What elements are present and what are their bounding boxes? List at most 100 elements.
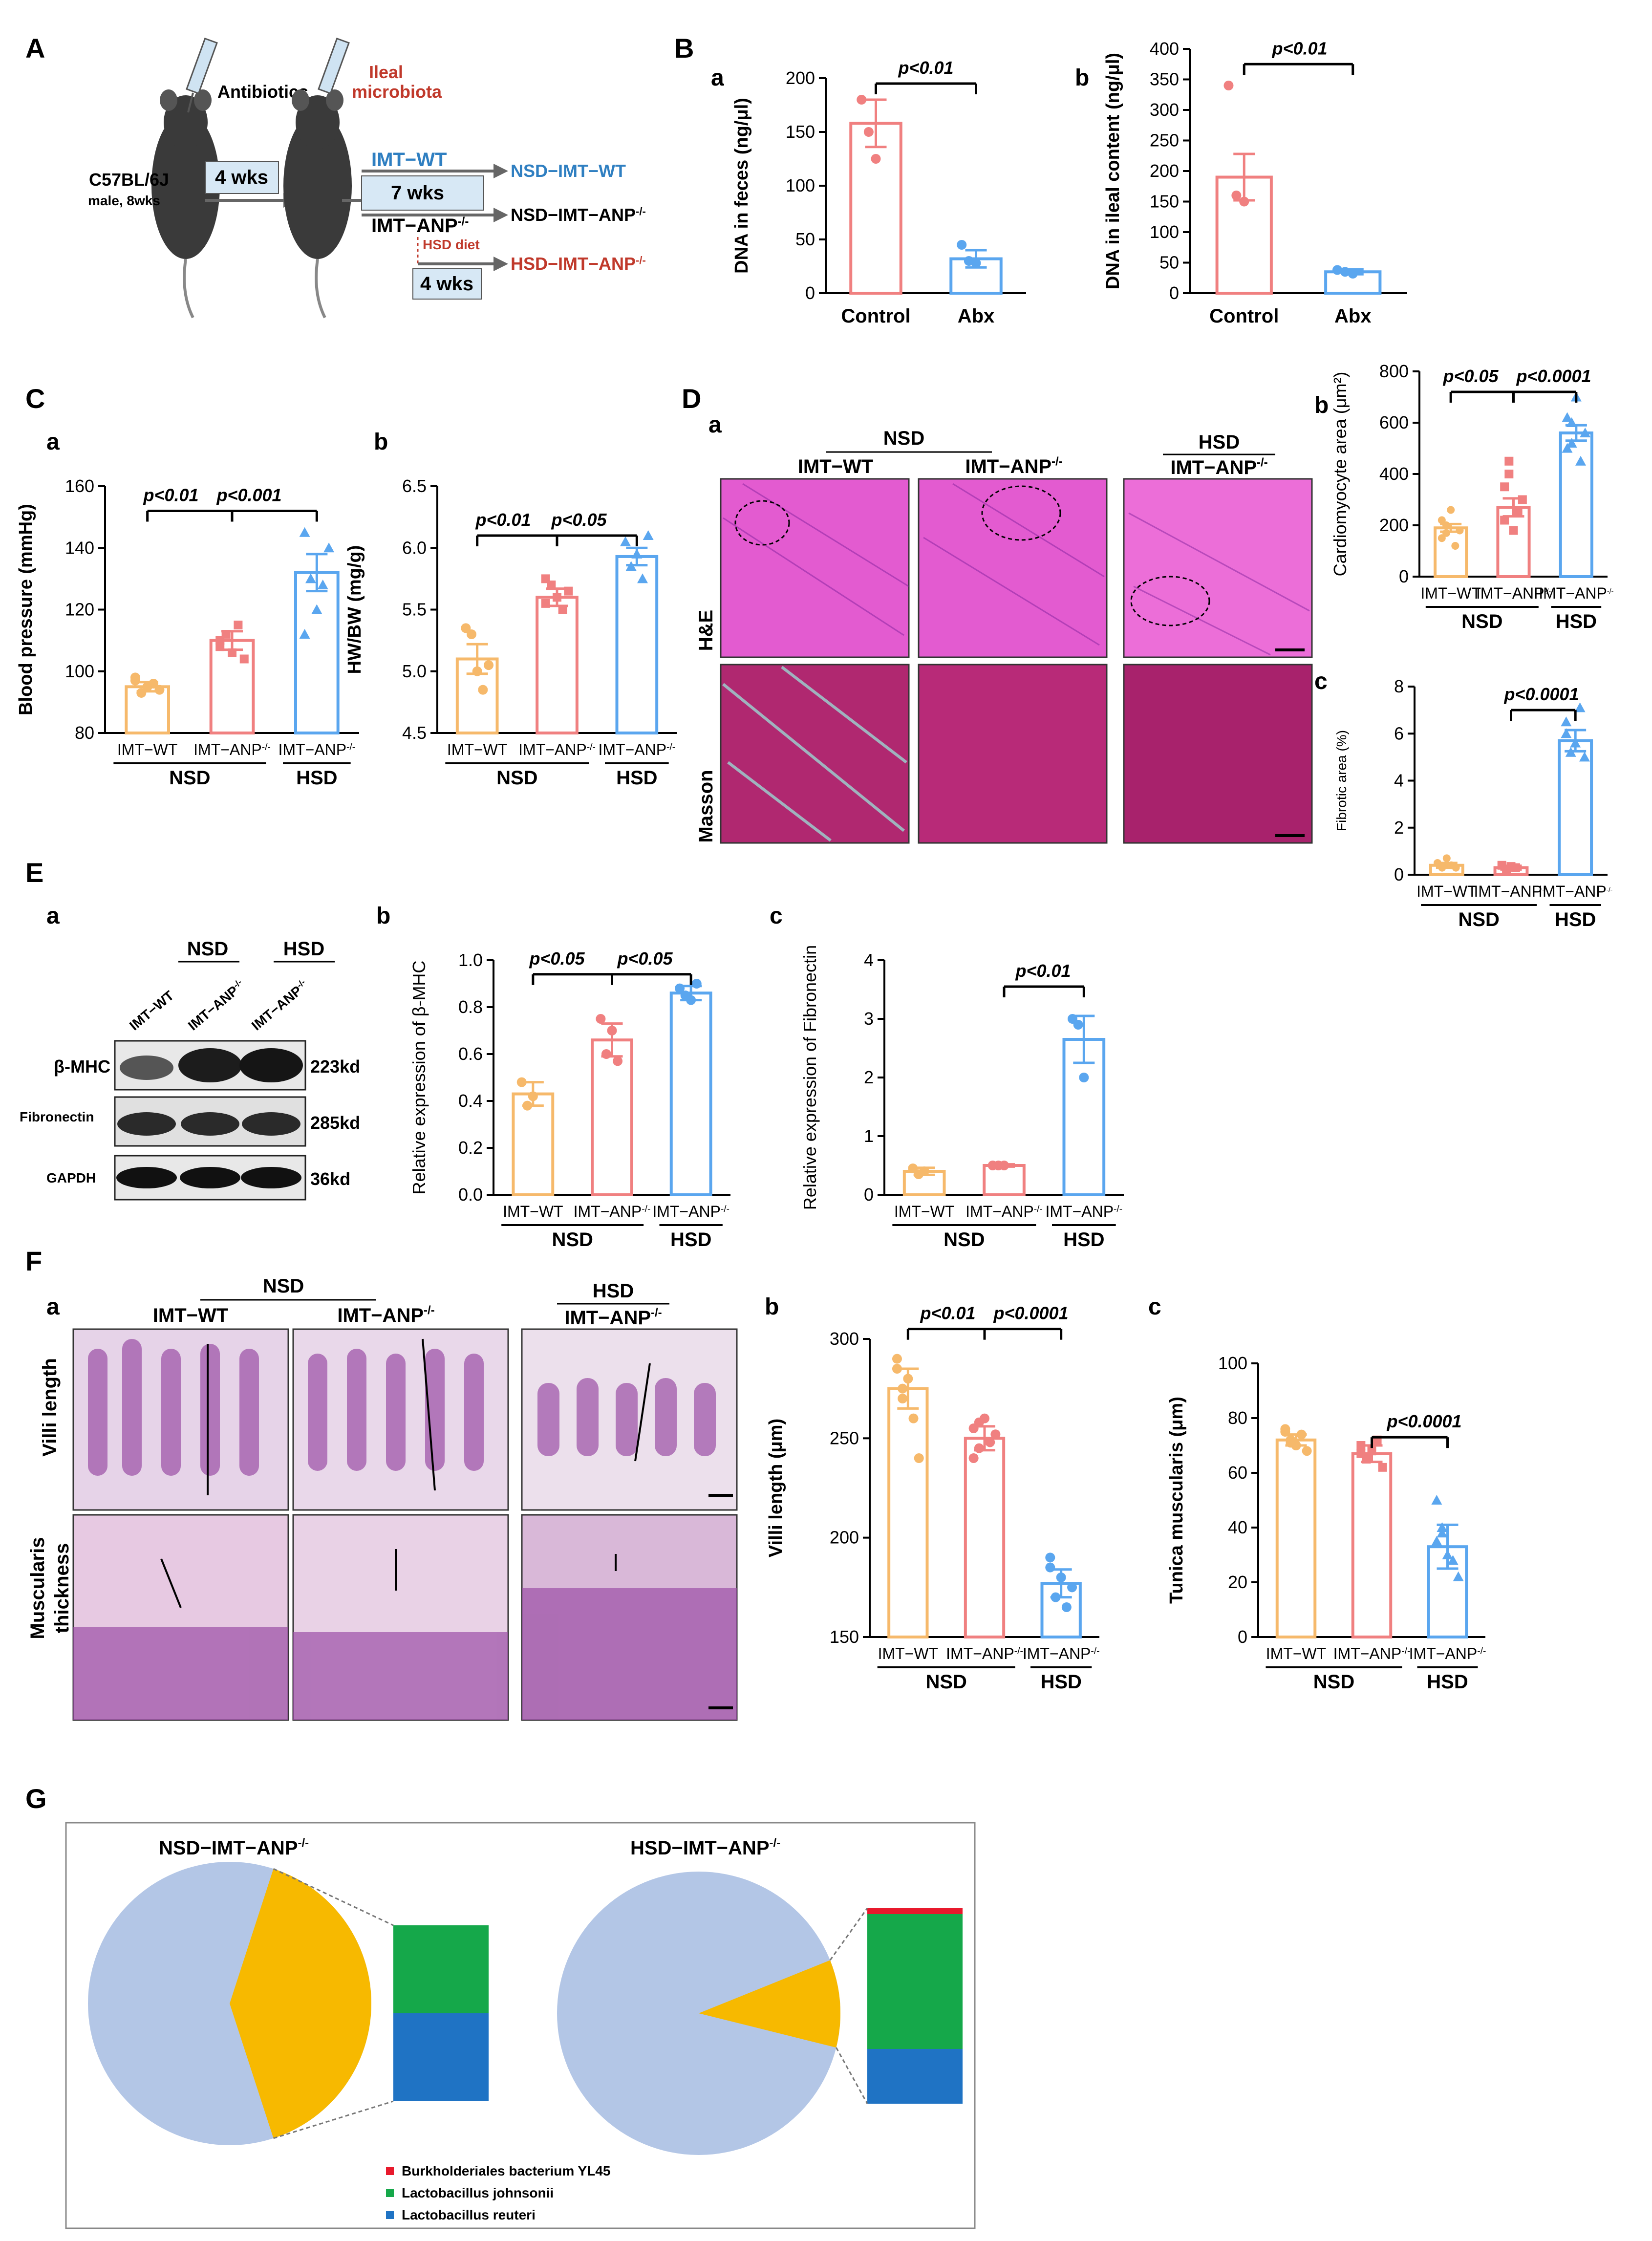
data-point [1348, 269, 1358, 279]
y-tick-label: 0.6 [458, 1044, 483, 1064]
data-point [1442, 529, 1450, 537]
y-tick-label: 150 [786, 122, 815, 142]
masson-image-anp [918, 664, 1108, 844]
panel-label-c: C [25, 383, 45, 414]
data-point [305, 573, 316, 583]
data-point [149, 679, 159, 689]
data-point [1356, 1449, 1366, 1458]
data-point [596, 1014, 606, 1024]
x-group-hsd: HSD [1040, 1671, 1081, 1693]
data-point [1566, 438, 1577, 448]
data-point [311, 604, 322, 614]
legend-label-burk: Burkholderiales bacterium YL45 [402, 2163, 610, 2178]
sublabel-d-a: a [708, 412, 722, 438]
x-group-hsd: HSD [1063, 1229, 1104, 1250]
x-tick-label: IMT−WT [1266, 1645, 1327, 1662]
bar [1351, 1452, 1393, 1639]
bar [1275, 1438, 1317, 1639]
x-tick-label: IMT−WT [117, 741, 178, 758]
bar [1559, 431, 1593, 578]
data-point [1500, 516, 1509, 525]
x-tick-label: IMT−ANP-/- [1045, 1203, 1122, 1220]
data-point [1437, 534, 1446, 542]
masson-image-hsd [1123, 664, 1313, 844]
y-axis-label: Fibrotic area (%) [1334, 730, 1349, 831]
x-tick-label: Abx [958, 305, 995, 327]
y-axis-label: DNA in ileal content (ng/μl) [1103, 53, 1123, 289]
x-group-nsd: NSD [1461, 611, 1502, 632]
out-nsd-wt: NSD−IMT−WT [511, 161, 626, 181]
data-point [1239, 196, 1249, 207]
data-point [625, 561, 637, 571]
data-point [898, 1394, 908, 1403]
legend-swatch-johnsonii [386, 2189, 394, 2197]
y-tick-label: 350 [1150, 69, 1179, 89]
bar [615, 555, 659, 735]
data-point [919, 1166, 929, 1176]
data-point [1442, 521, 1450, 529]
data-point [1378, 1463, 1387, 1472]
data-point [892, 1364, 902, 1374]
chart-b-b: 0 50 100 150 200 250 300 350 400 DNA in ileal con… [1103, 38, 1407, 327]
pie-2-lacto-slice [699, 1960, 840, 2048]
data-point [541, 599, 550, 608]
data-point [999, 1161, 1009, 1170]
y-tick-label: 20 [1228, 1572, 1247, 1592]
data-point [136, 688, 147, 698]
data-point [522, 1100, 533, 1111]
x-group-nsd: NSD [1313, 1671, 1354, 1693]
data-point [1437, 1528, 1448, 1538]
chart-f-b: 150 200 250 300 Villi length (μm) IMT−WT IMT−A… [766, 1303, 1100, 1693]
x-tick-label: IMT−ANP-/- [1474, 883, 1548, 900]
blot-size-fibronectin: 285kd [310, 1113, 360, 1133]
y-tick-label: 1 [864, 1126, 874, 1146]
data-point [957, 240, 967, 250]
data-point [1504, 470, 1514, 478]
data-point [620, 536, 631, 546]
stack-2-segment [867, 2049, 963, 2104]
y-tick-label: 600 [1379, 412, 1409, 432]
p-value: p<0.01 [898, 58, 953, 78]
data-point [1562, 443, 1573, 453]
y-tick-label: 6.5 [402, 476, 427, 496]
blot-size-bmhc: 223kd [310, 1056, 360, 1077]
x-tick-label: Control [841, 305, 910, 327]
data-point [239, 654, 249, 664]
y-tick-label: 100 [786, 175, 815, 195]
x-group-hsd: HSD [1556, 611, 1597, 632]
y-tick-label: 140 [65, 538, 94, 558]
y-tick-label: 800 [1379, 361, 1409, 381]
y-tick-label: 400 [1379, 464, 1409, 484]
data-point [613, 1056, 623, 1066]
y-tick-label: 100 [1218, 1353, 1247, 1373]
y-tick-label: 200 [830, 1528, 859, 1548]
g-title-1: NSD−IMT−ANP-/- [159, 1836, 309, 1859]
data-point [564, 586, 573, 596]
panel-label-d: D [682, 383, 701, 414]
sublabel-d-c: c [1314, 668, 1328, 694]
zoom-line [273, 2100, 394, 2139]
data-point [914, 1453, 924, 1463]
data-point [1579, 752, 1590, 762]
x-tick-label: IMT−ANP-/- [1539, 584, 1613, 602]
data-point [215, 636, 225, 645]
x-tick-label: IMT−WT [894, 1203, 955, 1220]
data-point [1079, 1073, 1089, 1082]
data-point [299, 629, 310, 639]
y-axis-label: Relative expression of β-MHC [409, 961, 429, 1195]
data-point [675, 983, 685, 993]
p-value: p<0.0001 [1386, 1411, 1461, 1431]
g-legend: Burkholderiales bacterium YL45 Lactobaci… [386, 2163, 610, 2222]
y-tick-label: 150 [1150, 192, 1179, 212]
x-tick-label: IMT−ANP-/- [193, 741, 271, 758]
bar [887, 1387, 929, 1639]
wks4b-box [412, 268, 482, 300]
data-point [1518, 495, 1527, 504]
hsd-diet-label: HSD diet [423, 237, 480, 252]
data-point [974, 1417, 984, 1427]
g-title-2: HSD−IMT−ANP-/- [630, 1836, 780, 1859]
sublabel-b-b: b [1075, 65, 1089, 91]
y-tick-label: 300 [1150, 100, 1179, 120]
data-point [541, 574, 550, 583]
